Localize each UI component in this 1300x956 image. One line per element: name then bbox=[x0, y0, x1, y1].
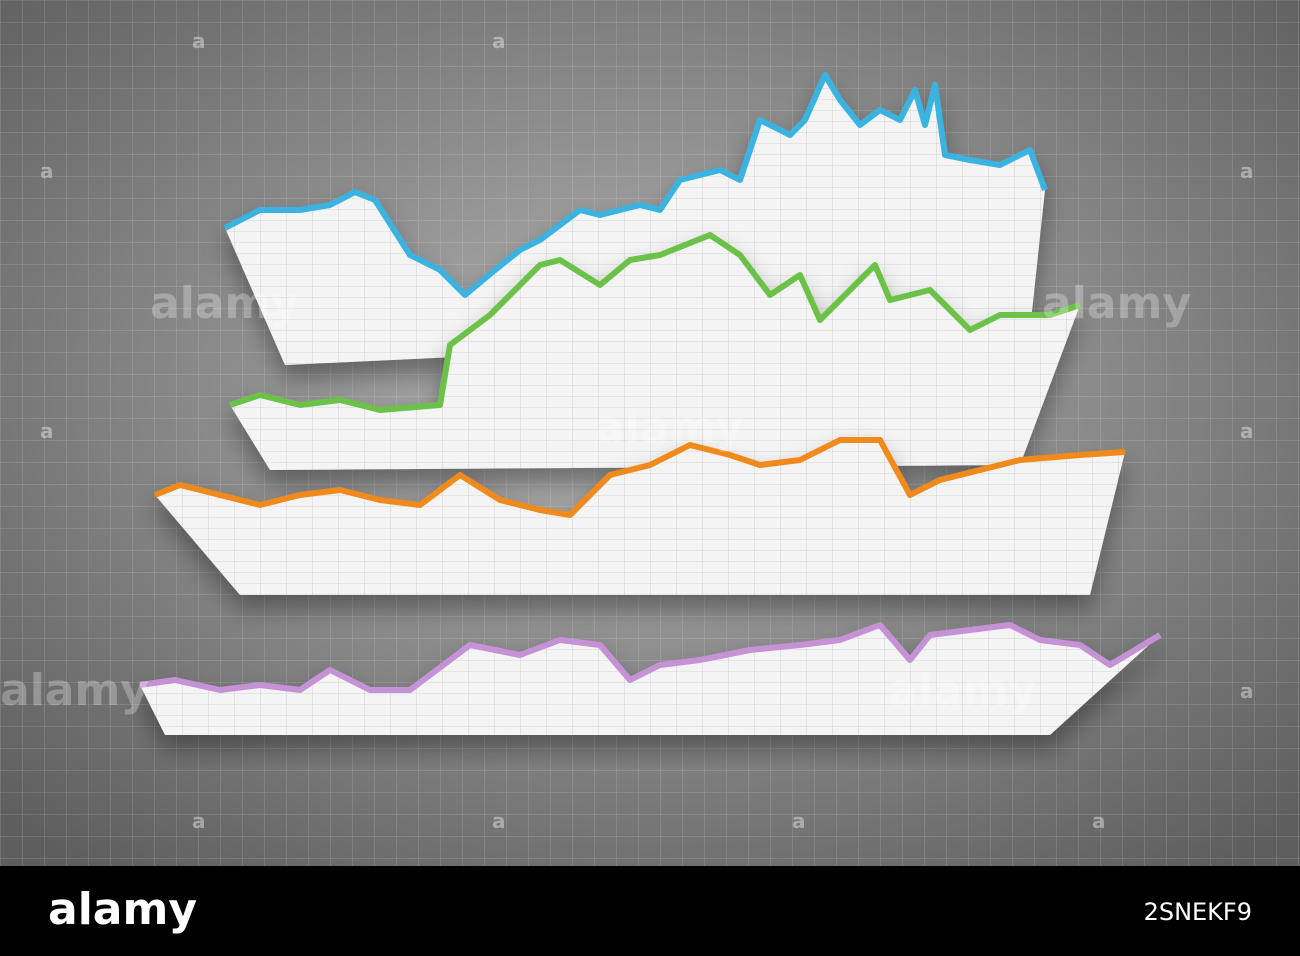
watermark-small: a bbox=[40, 159, 54, 183]
watermark-small: a bbox=[1240, 419, 1254, 443]
watermark-small: a bbox=[1092, 809, 1106, 833]
watermark-small: a bbox=[40, 419, 54, 443]
watermarks: alamy alamy alamy alamy alamy a a a a a … bbox=[0, 29, 1254, 833]
image-id: 2SNEKF9 bbox=[1144, 898, 1252, 926]
watermark-small: a bbox=[192, 809, 206, 833]
watermark: alamy bbox=[595, 402, 744, 453]
watermark-small: a bbox=[1240, 159, 1254, 183]
watermark: alamy bbox=[0, 665, 149, 716]
watermark: alamy bbox=[150, 278, 299, 329]
purple-chart bbox=[139, 622, 1162, 735]
green-chart bbox=[229, 232, 1081, 470]
watermark-small: a bbox=[492, 29, 506, 53]
footer bbox=[0, 866, 1300, 956]
blue-chart bbox=[223, 72, 1048, 365]
footer-logo: alamy bbox=[48, 884, 197, 935]
watermark-small: a bbox=[1240, 679, 1254, 703]
watermark-small: a bbox=[192, 29, 206, 53]
orange-chart bbox=[153, 437, 1126, 595]
watermark-small: a bbox=[792, 809, 806, 833]
watermark-small: a bbox=[492, 809, 506, 833]
watermark: alamy bbox=[1042, 278, 1191, 329]
watermark: alamy bbox=[888, 665, 1037, 716]
